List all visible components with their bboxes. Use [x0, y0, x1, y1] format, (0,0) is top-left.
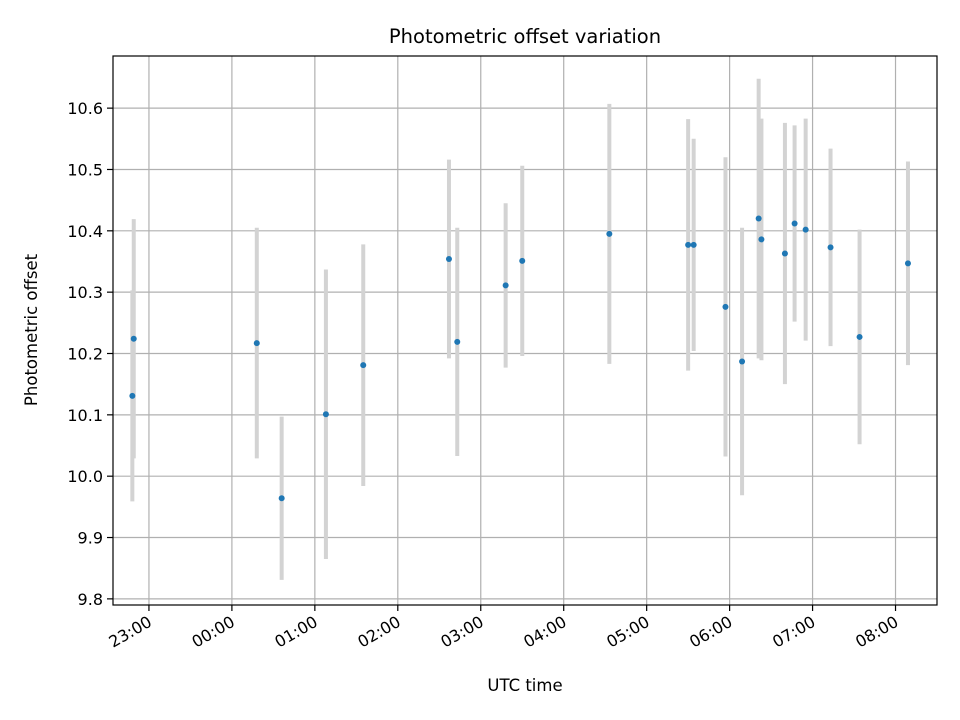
data-point	[278, 495, 285, 502]
data-point	[781, 250, 788, 257]
data-point	[519, 257, 526, 264]
data-point	[322, 411, 329, 418]
data-points	[129, 215, 911, 502]
data-point	[739, 358, 746, 365]
plot-frame	[112, 55, 938, 606]
x-tick-label: 08:00	[852, 612, 901, 652]
y-tick-label: 10.6	[67, 99, 103, 118]
y-axis-label: Photometric offset	[22, 253, 41, 406]
y-tick-label: 10.2	[67, 345, 103, 364]
data-point	[802, 226, 809, 233]
data-point	[130, 335, 137, 342]
data-point	[827, 244, 834, 251]
data-point	[253, 340, 260, 347]
y-axis-ticks: 9.8 9.9 10.0 10.1 10.2 10.3 10.4 10.5 10.6	[67, 99, 113, 609]
x-tick-label: 00:00	[188, 612, 237, 652]
y-tick-label: 10.3	[67, 283, 103, 302]
data-point	[791, 220, 798, 227]
y-tick-label: 10.0	[67, 467, 103, 486]
x-tick-label: 23:00	[106, 612, 155, 652]
data-point	[856, 333, 863, 340]
x-tick-label: 07:00	[769, 612, 818, 652]
x-tick-label: 03:00	[437, 612, 486, 652]
x-tick-label: 05:00	[603, 612, 652, 652]
y-tick-label: 10.4	[67, 222, 103, 241]
data-point	[685, 241, 692, 248]
error-bars	[130, 78, 910, 580]
data-point	[606, 230, 613, 237]
y-tick-label: 10.5	[67, 160, 103, 179]
data-point	[904, 260, 911, 267]
data-point	[129, 392, 136, 399]
x-tick-label: 06:00	[686, 612, 735, 652]
data-point	[755, 215, 762, 222]
x-tick-label: 01:00	[271, 612, 320, 652]
y-tick-label: 9.8	[78, 590, 103, 609]
x-axis-label: UTC time	[487, 676, 562, 695]
x-axis-ticks: 23:00 00:00 01:00 02:00 03:00 04:00 05:00 06:00…	[106, 605, 902, 652]
y-tick-label: 10.1	[67, 406, 103, 425]
data-point	[690, 241, 697, 248]
data-point	[722, 303, 729, 310]
chart-title: Photometric offset variation	[389, 25, 661, 48]
x-tick-label: 04:00	[520, 612, 569, 652]
y-tick-label: 9.9	[78, 529, 103, 548]
grid	[113, 56, 937, 605]
data-point	[758, 236, 765, 243]
data-point	[454, 338, 461, 345]
data-point	[502, 282, 509, 289]
x-tick-label: 02:00	[354, 612, 403, 652]
data-point	[445, 256, 452, 263]
data-point	[360, 362, 367, 369]
